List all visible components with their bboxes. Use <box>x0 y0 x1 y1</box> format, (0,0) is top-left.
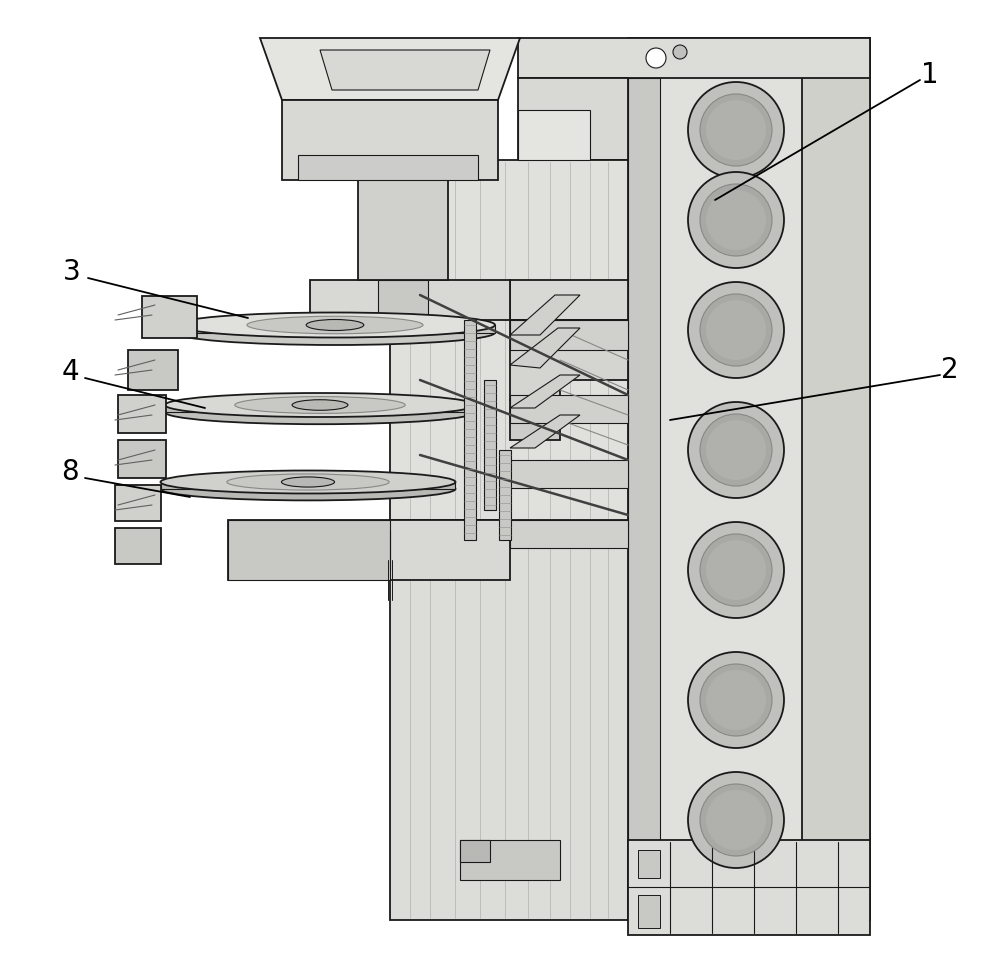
Circle shape <box>706 300 766 360</box>
Ellipse shape <box>165 400 475 424</box>
Polygon shape <box>510 520 628 548</box>
Circle shape <box>706 670 766 730</box>
Polygon shape <box>118 440 166 478</box>
Circle shape <box>688 772 784 868</box>
Ellipse shape <box>175 312 495 337</box>
Polygon shape <box>464 320 476 540</box>
Polygon shape <box>518 38 870 78</box>
Ellipse shape <box>165 393 475 417</box>
Polygon shape <box>142 296 197 338</box>
Circle shape <box>688 282 784 378</box>
Text: 2: 2 <box>941 356 959 384</box>
Circle shape <box>706 420 766 480</box>
Circle shape <box>700 664 772 736</box>
Ellipse shape <box>292 400 348 411</box>
Polygon shape <box>518 110 590 160</box>
Circle shape <box>706 790 766 850</box>
Polygon shape <box>320 50 490 90</box>
Polygon shape <box>628 78 660 920</box>
Ellipse shape <box>160 470 456 494</box>
Text: 1: 1 <box>921 61 939 89</box>
Polygon shape <box>510 460 628 488</box>
Polygon shape <box>638 895 660 928</box>
Polygon shape <box>510 280 628 320</box>
Circle shape <box>688 652 784 748</box>
Polygon shape <box>499 450 511 540</box>
Ellipse shape <box>227 474 389 490</box>
Circle shape <box>688 82 784 178</box>
Polygon shape <box>510 400 560 440</box>
Polygon shape <box>165 405 475 413</box>
Circle shape <box>700 94 772 166</box>
Polygon shape <box>460 840 560 880</box>
Circle shape <box>688 172 784 268</box>
Polygon shape <box>228 520 390 580</box>
Ellipse shape <box>160 477 456 500</box>
Polygon shape <box>628 38 870 920</box>
Circle shape <box>700 784 772 856</box>
Circle shape <box>700 534 772 606</box>
Polygon shape <box>510 375 580 408</box>
Circle shape <box>706 100 766 160</box>
Text: 3: 3 <box>63 258 81 286</box>
Polygon shape <box>510 320 628 400</box>
Polygon shape <box>802 38 870 920</box>
Circle shape <box>700 414 772 486</box>
Polygon shape <box>282 100 498 180</box>
Circle shape <box>688 402 784 498</box>
Polygon shape <box>118 395 166 433</box>
Ellipse shape <box>281 477 335 487</box>
Circle shape <box>706 540 766 600</box>
Circle shape <box>706 190 766 250</box>
Polygon shape <box>298 155 478 180</box>
Polygon shape <box>628 840 870 935</box>
Ellipse shape <box>247 316 423 334</box>
Polygon shape <box>175 325 495 333</box>
Polygon shape <box>115 485 161 521</box>
Polygon shape <box>358 180 448 280</box>
Polygon shape <box>484 380 496 510</box>
Polygon shape <box>510 415 580 448</box>
Polygon shape <box>390 160 628 520</box>
Circle shape <box>673 45 687 59</box>
Polygon shape <box>638 850 660 878</box>
Circle shape <box>700 184 772 256</box>
Ellipse shape <box>235 396 405 414</box>
Polygon shape <box>518 78 628 160</box>
Polygon shape <box>510 328 580 368</box>
Polygon shape <box>128 350 178 390</box>
Polygon shape <box>510 320 628 350</box>
Polygon shape <box>378 280 428 320</box>
Circle shape <box>646 48 666 68</box>
Ellipse shape <box>306 319 364 331</box>
Polygon shape <box>510 295 580 335</box>
Text: 4: 4 <box>61 358 79 386</box>
Circle shape <box>688 522 784 618</box>
Text: 8: 8 <box>61 458 79 486</box>
Polygon shape <box>161 482 455 489</box>
Polygon shape <box>390 520 628 920</box>
Polygon shape <box>115 528 161 564</box>
Polygon shape <box>228 520 510 580</box>
Polygon shape <box>510 395 628 423</box>
Ellipse shape <box>175 320 495 345</box>
Polygon shape <box>460 840 490 862</box>
Polygon shape <box>310 280 510 320</box>
Circle shape <box>700 294 772 366</box>
Polygon shape <box>260 38 520 100</box>
